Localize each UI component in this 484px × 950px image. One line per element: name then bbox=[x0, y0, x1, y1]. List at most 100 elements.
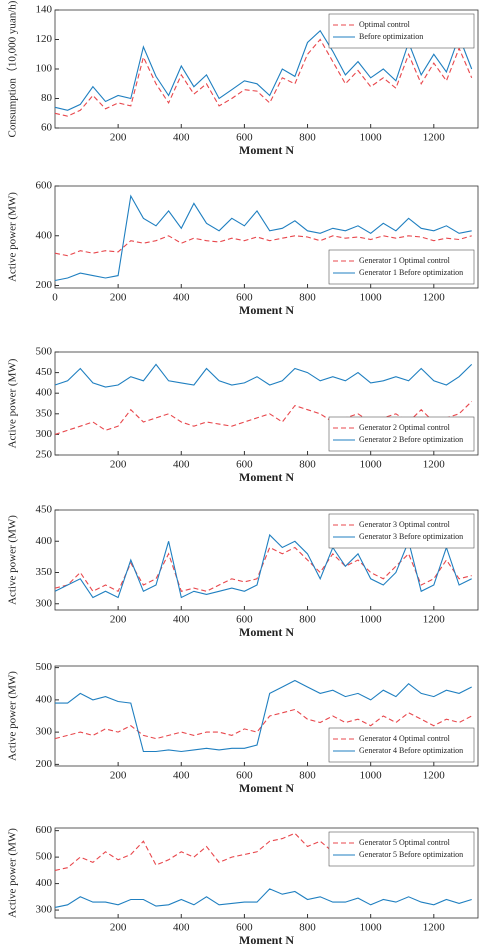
x-tick-label: 800 bbox=[299, 614, 316, 626]
x-tick-label: 600 bbox=[236, 614, 253, 626]
legend-label: Generator 1 Before optimization bbox=[359, 268, 463, 277]
x-axis-label: Moment N bbox=[239, 933, 294, 947]
legend-box bbox=[328, 416, 475, 452]
legend-label: Before optimization bbox=[359, 32, 423, 41]
x-tick-label: 800 bbox=[299, 292, 316, 304]
y-tick-label: 400 bbox=[36, 877, 53, 889]
x-tick-label: 1200 bbox=[423, 922, 446, 934]
x-axis-label: Moment N bbox=[239, 143, 294, 157]
y-tick-label: 500 bbox=[36, 851, 53, 863]
y-tick-label: 450 bbox=[36, 504, 53, 516]
x-axis-label: Moment N bbox=[239, 625, 294, 639]
x-tick-label: 400 bbox=[173, 922, 190, 934]
y-tick-label: 600 bbox=[36, 824, 53, 836]
x-tick-label: 600 bbox=[236, 459, 253, 471]
legend: Optimal control Before optimization bbox=[328, 13, 475, 49]
x-tick-label: 1200 bbox=[423, 770, 446, 782]
x-tick-label: 200 bbox=[110, 132, 127, 144]
y-tick-label: 300 bbox=[36, 726, 53, 738]
legend-box bbox=[328, 13, 475, 49]
x-tick-label: 200 bbox=[110, 292, 127, 304]
y-tick-label: 120 bbox=[36, 33, 53, 45]
series-line bbox=[54, 363, 473, 388]
x-tick-label: 1000 bbox=[360, 770, 383, 782]
series-line bbox=[55, 679, 472, 753]
y-axis-label: Active power (MW) bbox=[7, 828, 19, 918]
y-tick-label: 80 bbox=[41, 92, 53, 104]
y-tick-label: 400 bbox=[36, 693, 53, 705]
y-axis-label: Active power (MW) bbox=[7, 515, 19, 605]
x-tick-label: 1000 bbox=[360, 132, 383, 144]
legend-box bbox=[328, 831, 475, 867]
x-tick-label: 800 bbox=[299, 922, 316, 934]
legend-label: Generator 3 Optimal control bbox=[359, 520, 451, 529]
x-tick-label: 1000 bbox=[360, 614, 383, 626]
legend-label: Generator 4 Before optimization bbox=[359, 746, 463, 755]
x-tick-label: 1200 bbox=[423, 132, 446, 144]
series-line bbox=[54, 708, 472, 740]
y-axis-label: Consumption（10,000 yuan/h) bbox=[6, 0, 19, 137]
x-tick-label: 400 bbox=[173, 292, 190, 304]
legend-label: Generator 5 Optimal control bbox=[359, 838, 451, 847]
x-tick-label: 200 bbox=[110, 459, 127, 471]
y-tick-label: 200 bbox=[36, 758, 53, 770]
legend: Generator 5 Optimal control Generator 5 B… bbox=[328, 831, 475, 867]
y-axis-label: Active power (MW) bbox=[7, 358, 19, 448]
x-tick-label: 1000 bbox=[360, 922, 383, 934]
y-tick-label: 500 bbox=[36, 346, 53, 358]
legend-label: Generator 2 Before optimization bbox=[359, 435, 463, 444]
y-tick-label: 400 bbox=[36, 229, 53, 241]
series-line bbox=[54, 888, 472, 908]
x-tick-label: 800 bbox=[299, 132, 316, 144]
y-tick-label: 400 bbox=[36, 387, 53, 399]
x-tick-label: 600 bbox=[236, 922, 253, 934]
x-axis-label: Moment N bbox=[239, 781, 294, 795]
legend-label: Generator 4 Optimal control bbox=[359, 734, 451, 743]
y-tick-label: 600 bbox=[36, 180, 53, 192]
x-tick-label: 600 bbox=[236, 132, 253, 144]
legend-label: Generator 5 Before optimization bbox=[359, 850, 463, 859]
legend-label: Generator 2 Optimal control bbox=[359, 423, 451, 432]
x-tick-label: 1000 bbox=[360, 292, 383, 304]
y-tick-label: 400 bbox=[36, 535, 53, 547]
x-axis-label: Moment N bbox=[239, 470, 294, 484]
y-tick-label: 250 bbox=[36, 449, 53, 461]
y-tick-label: 60 bbox=[41, 122, 53, 134]
y-tick-label: 500 bbox=[36, 661, 53, 673]
y-tick-label: 350 bbox=[36, 566, 53, 578]
legend-box bbox=[328, 249, 475, 285]
legend-box bbox=[328, 513, 475, 549]
x-tick-label: 400 bbox=[173, 459, 190, 471]
y-tick-label: 200 bbox=[36, 279, 53, 291]
x-tick-label: 0 bbox=[52, 292, 58, 304]
x-tick-label: 200 bbox=[110, 614, 127, 626]
x-tick-label: 400 bbox=[173, 132, 190, 144]
x-tick-label: 400 bbox=[173, 770, 190, 782]
legend-label: Generator 1 Optimal control bbox=[359, 256, 451, 265]
legend-label: Generator 3 Before optimization bbox=[359, 532, 463, 541]
x-tick-label: 1200 bbox=[423, 614, 446, 626]
series-line bbox=[54, 29, 473, 111]
x-tick-label: 200 bbox=[110, 922, 127, 934]
legend: Generator 3 Optimal control Generator 3 B… bbox=[328, 513, 475, 549]
y-tick-label: 350 bbox=[36, 407, 53, 419]
x-tick-label: 1000 bbox=[360, 459, 383, 471]
y-axis-label: Active power (MW) bbox=[7, 671, 19, 761]
x-tick-label: 1200 bbox=[423, 459, 446, 471]
x-tick-label: 200 bbox=[110, 770, 127, 782]
y-tick-label: 450 bbox=[36, 366, 53, 378]
x-tick-label: 1200 bbox=[423, 292, 446, 304]
x-tick-label: 600 bbox=[236, 292, 253, 304]
legend: Generator 2 Optimal control Generator 2 B… bbox=[328, 416, 475, 452]
series-line bbox=[54, 235, 472, 257]
y-tick-label: 300 bbox=[36, 597, 53, 609]
legend-label: Optimal control bbox=[359, 20, 411, 29]
y-tick-label: 300 bbox=[36, 428, 53, 440]
series-line bbox=[54, 194, 472, 282]
y-tick-label: 300 bbox=[36, 904, 53, 916]
series-line bbox=[54, 533, 472, 599]
x-tick-label: 800 bbox=[299, 770, 316, 782]
legend: Generator 4 Optimal control Generator 4 B… bbox=[328, 727, 475, 763]
